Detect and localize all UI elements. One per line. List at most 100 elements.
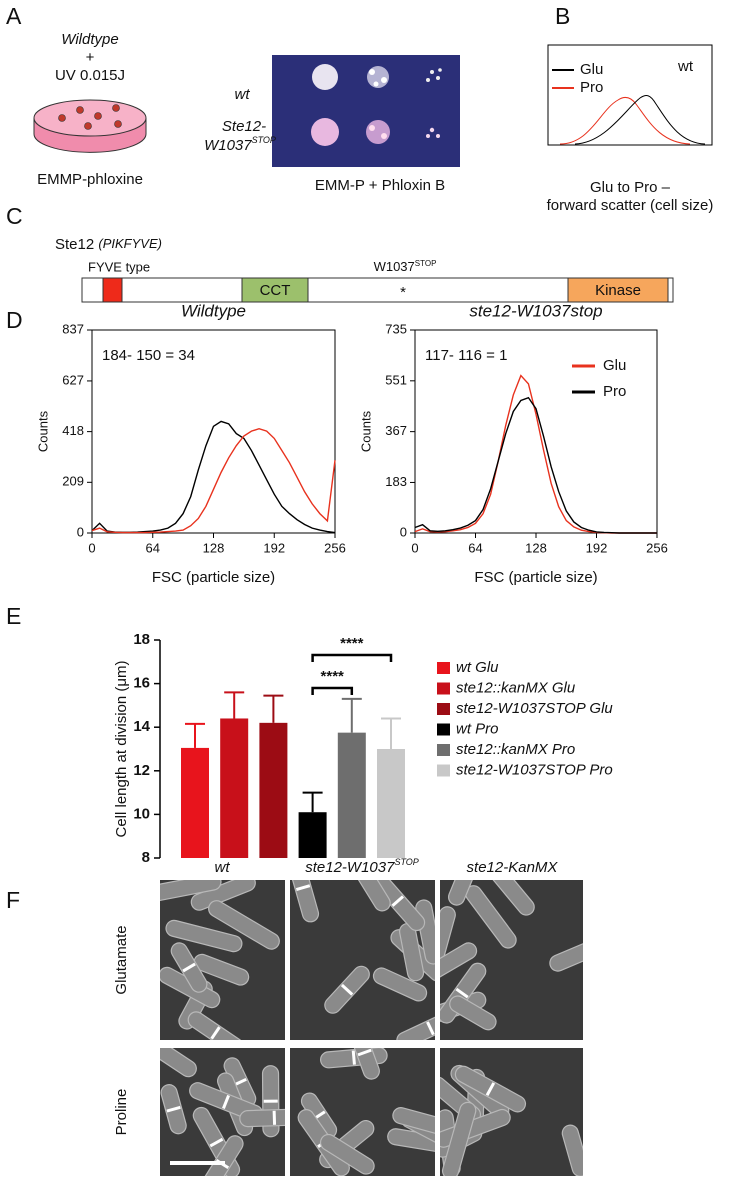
y-axis-label: Counts [358,410,373,452]
y-tick-label: 551 [385,372,407,387]
legend-label: ste12-W1037STOP Pro [456,761,613,778]
protein: Ste12 [55,236,94,253]
panel-letter: E [6,603,21,629]
legend-label: Pro [603,383,626,400]
legend-label: wt Glu [456,659,499,676]
cell [193,953,250,986]
legend-swatch [437,764,450,777]
cell [440,906,456,969]
x-axis-label: FSC (particle size) [152,569,275,586]
cell [160,880,222,903]
caption: forward scatter (cell size) [547,197,714,214]
cell [440,942,478,990]
y-axis-label: Counts [35,410,50,452]
legend-swatch [437,744,450,756]
column-label: ste12-W1037STOP [305,857,419,876]
septum [357,1048,372,1057]
cell [350,880,391,912]
plot-frame [547,44,713,146]
bar [220,718,249,858]
column-label: ste12-KanMX [467,859,559,876]
legend-swatch [437,723,450,736]
domain-name: CCT [260,282,291,299]
row-label: Glutamate [113,925,130,994]
domain [567,277,669,303]
septum [455,987,469,999]
y-axis-label: Cell length at division (μm) [113,660,130,837]
domain [102,277,123,303]
septum [391,895,404,907]
row-label: Ste12- [222,118,266,135]
y-tick-label: 14 [133,718,150,735]
septum [166,1105,181,1113]
row-label-base: W1037 [204,137,252,154]
column-label: wt [215,859,231,876]
dose: UV 0.015J [55,67,125,84]
septum [295,884,311,891]
significance-label: **** [340,635,364,652]
legend-label: ste12::kanMX Pro [456,741,575,758]
x-tick-label: 256 [646,540,668,555]
cell [319,1133,375,1175]
legend-swatch [437,703,450,715]
x-axis-label: FSC (particle size) [474,569,597,586]
cells [160,1048,285,1176]
septum [351,1050,356,1065]
cells [290,880,435,1040]
legend-label: ste12-W1037STOP Glu [456,700,613,717]
y-tick-label: 183 [385,474,407,489]
x-tick-label: 0 [88,540,95,555]
chart-title: ste12-W1037stop [469,301,602,320]
micrographs [160,880,583,1176]
septum [426,1021,435,1036]
y-tick-label: 10 [133,805,150,822]
y-tick-label: 735 [385,321,407,336]
y-tick-label: 627 [62,372,84,387]
significance-bracket [311,686,354,695]
cells [297,1048,435,1176]
panel-letter: F [6,887,20,913]
cell [449,995,497,1031]
x-tick-label: 0 [411,540,418,555]
domain-label: FYVE type [88,259,150,274]
curve [559,96,691,145]
legend-label: Pro [580,79,603,96]
mutation: W1037STOP [374,259,437,275]
cell [160,1048,197,1078]
cell [441,1101,477,1176]
annotation: 184- 150 = 34 [102,347,195,364]
legend-label: ste12::kanMX Glu [456,679,576,696]
cell [392,1107,435,1135]
panel-letter: B [555,3,570,29]
cell [561,1124,583,1176]
septum [182,962,196,973]
alias: (PIKFYVE) [98,236,162,251]
septum [210,1026,221,1040]
septum [222,1094,230,1110]
y-tick-label: 18 [133,631,150,648]
strain: wt [677,58,694,75]
column-label-base: ste12-W1037 [305,859,395,876]
septum [340,983,354,996]
mutation-star: * [400,284,406,301]
caption: Glu to Pro – [590,179,671,196]
mutation-sup: STOP [415,259,437,268]
legend-label: Glu [603,357,626,374]
histogram-line [91,427,336,534]
mutation-base: W1037 [374,259,415,274]
histogram-line [91,420,336,534]
bar [337,732,366,858]
x-tick-label: 128 [203,540,225,555]
protein-name: Ste12 (PIKFYVE) [55,236,162,253]
domain-name: Kinase [595,282,641,299]
cell [447,880,480,906]
legend-label: wt Pro [456,720,499,737]
y-tick-label: 16 [133,675,150,692]
y-tick-label: 12 [133,762,150,779]
y-tick-label: 0 [77,524,84,539]
row-label: Proline [113,1089,130,1136]
y-tick-label: 209 [62,474,84,489]
panel-letter: C [6,203,23,229]
cell [399,922,425,982]
domain [241,277,309,303]
